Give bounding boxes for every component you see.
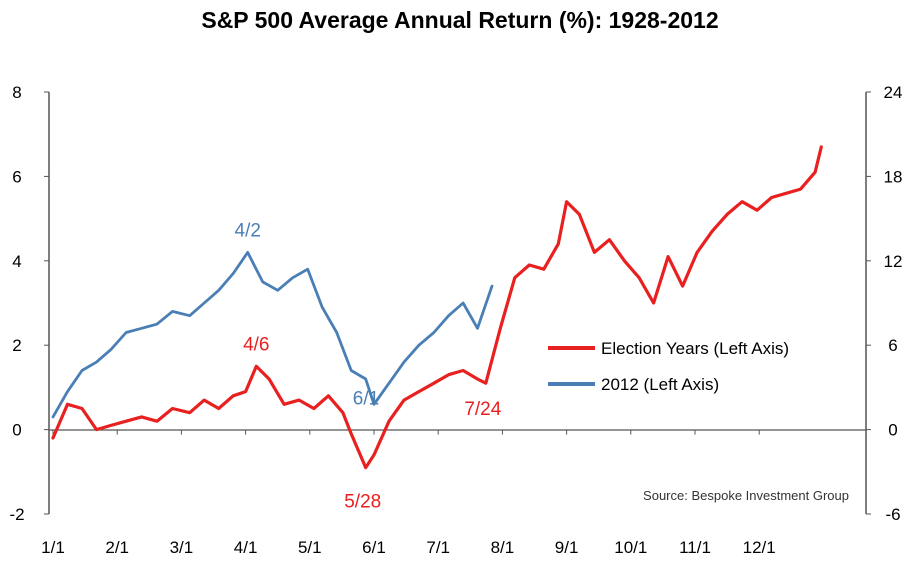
x-tick-label: 5/1 xyxy=(298,538,322,557)
lines-layer xyxy=(51,145,823,470)
series-line-2012 xyxy=(51,250,494,419)
annotation-label: 5/28 xyxy=(344,492,381,513)
left-tick-label: 8 xyxy=(12,83,21,102)
x-tick-label: 1/1 xyxy=(41,538,65,557)
x-tick-label: 4/1 xyxy=(234,538,258,557)
x-tick-label: 11/1 xyxy=(679,538,711,557)
left-tick-label: 6 xyxy=(12,167,21,186)
axes xyxy=(48,92,867,514)
x-tick-label: 2/1 xyxy=(105,538,129,557)
x-tick-label: 12/1 xyxy=(743,538,776,557)
source-note: Source: Bespoke Investment Group xyxy=(643,488,849,503)
x-tick-label: 9/1 xyxy=(555,538,579,557)
chart-title: S&P 500 Average Annual Return (%): 1928-… xyxy=(201,7,718,33)
right-tick-label: 18 xyxy=(884,167,903,186)
series-line-election-years xyxy=(51,145,823,470)
x-tick-label: 10/1 xyxy=(614,538,647,557)
annotation-label: 6/1 xyxy=(353,388,379,409)
x-tick-label: 8/1 xyxy=(491,538,515,557)
annotations-layer: 4/2 4/6 6/1 5/28 7/24 xyxy=(235,220,502,512)
left-tick-label: 2 xyxy=(12,336,21,355)
legend-label-2012: 2012 (Left Axis) xyxy=(601,375,719,394)
right-tick-label: 12 xyxy=(884,252,903,271)
annotation-label: 4/6 xyxy=(243,334,269,355)
legend-label-election: Election Years (Left Axis) xyxy=(601,339,789,358)
legend: Election Years (Left Axis) 2012 (Left Ax… xyxy=(548,339,789,394)
right-tick-label: 0 xyxy=(888,421,897,440)
x-tick-label: 7/1 xyxy=(426,538,450,557)
left-tick-label: 4 xyxy=(12,252,21,271)
left-tick-label: 0 xyxy=(12,421,21,440)
right-tick-label: 6 xyxy=(888,336,897,355)
x-tick-label: 3/1 xyxy=(170,538,194,557)
right-tick-label: -6 xyxy=(885,505,900,524)
left-tick-label: -2 xyxy=(9,505,24,524)
right-tick-label: 24 xyxy=(884,83,903,102)
annotation-label: 7/24 xyxy=(464,399,501,420)
annotation-label: 4/2 xyxy=(235,220,261,241)
x-tick-label: 6/1 xyxy=(362,538,386,557)
